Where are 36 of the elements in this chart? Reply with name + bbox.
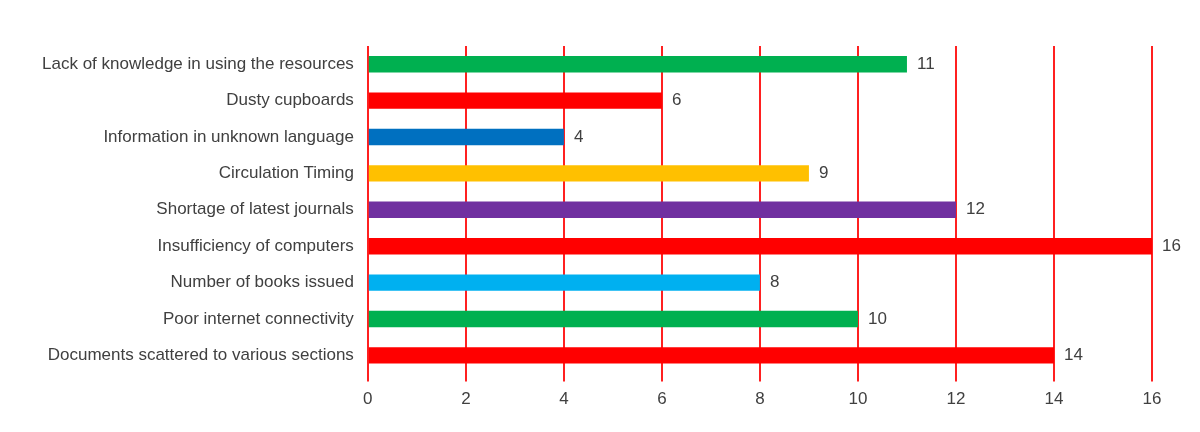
x-tick-label: 2 — [461, 389, 471, 409]
x-tick-label: 8 — [755, 389, 765, 409]
bar — [368, 310, 858, 328]
bar — [368, 238, 1152, 255]
data-label: 8 — [769, 272, 780, 292]
bar — [368, 274, 760, 291]
bar — [368, 201, 956, 218]
y-tick-label: Poor internet connectivity — [162, 308, 355, 328]
x-tick-label: 0 — [363, 389, 373, 409]
bar — [368, 56, 907, 73]
y-tick-label: Documents scattered to various sections — [47, 345, 354, 365]
x-tick-label: 4 — [559, 389, 569, 409]
bar — [368, 165, 809, 182]
data-label: 16 — [1162, 235, 1181, 255]
x-tick-label: 14 — [1044, 389, 1064, 409]
y-tick-label: Dusty cupboards — [226, 90, 354, 110]
x-tick-label: 12 — [946, 389, 966, 409]
data-label: 11 — [916, 53, 935, 73]
y-tick-label: Information in unknown language — [103, 126, 354, 146]
x-tick-label: 16 — [1142, 389, 1162, 409]
bar — [368, 347, 1054, 364]
x-tick-label: 6 — [657, 389, 667, 409]
data-label: 6 — [671, 90, 682, 110]
data-label: 4 — [573, 126, 584, 146]
bar — [368, 128, 564, 146]
data-label: 9 — [818, 163, 829, 183]
data-label: 12 — [965, 199, 985, 219]
data-label: 14 — [1063, 345, 1083, 365]
y-tick-label: Circulation Timing — [218, 163, 354, 183]
y-tick-label: Insufficiency of computers — [157, 235, 354, 255]
y-tick-label: Shortage of latest journals — [156, 199, 354, 219]
y-tick-label: Number of books issued — [170, 272, 354, 292]
x-tick-label: 10 — [848, 389, 868, 409]
bar — [368, 92, 662, 109]
data-label: 10 — [867, 308, 887, 328]
y-tick-label: Lack of knowledge in using the resources — [41, 53, 354, 73]
